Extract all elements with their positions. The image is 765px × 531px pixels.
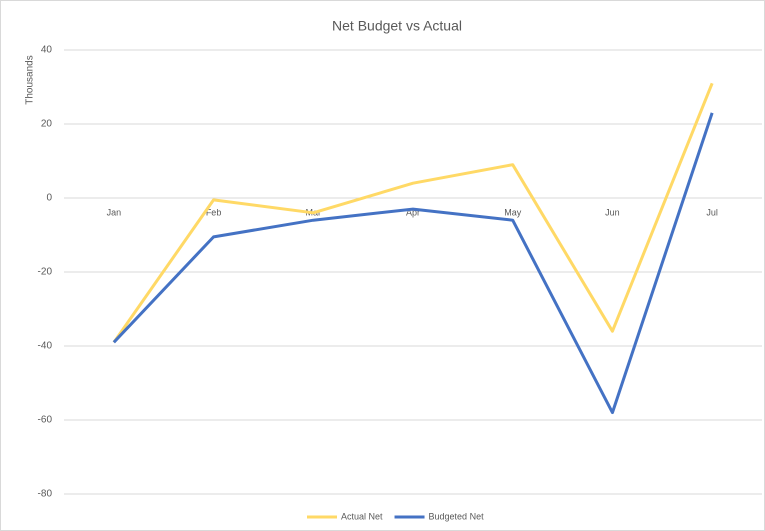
x-tick-label: Jan <box>107 207 122 217</box>
chart-title: Net Budget vs Actual <box>332 18 462 34</box>
y-tick-label: 40 <box>41 45 53 56</box>
x-tick-label: Jun <box>605 207 620 217</box>
y-tick-label: 0 <box>46 193 52 204</box>
y-tick-label: 20 <box>41 119 53 130</box>
x-tick-label: Feb <box>206 207 222 217</box>
x-tick-label: Jul <box>706 207 718 217</box>
legend-label: Budgeted Net <box>429 511 485 521</box>
y-tick-label: -20 <box>38 267 53 278</box>
y-axis-label: Thousands <box>25 55 36 104</box>
line-series <box>112 82 714 344</box>
legend-label: Actual Net <box>341 511 383 521</box>
x-tick-label: May <box>504 207 522 217</box>
x-tick-label: Apr <box>406 207 420 217</box>
y-tick-label: -40 <box>38 341 53 352</box>
line-series <box>112 112 714 415</box>
y-tick-label: -60 <box>38 415 53 426</box>
y-tick-label: -80 <box>38 489 53 500</box>
